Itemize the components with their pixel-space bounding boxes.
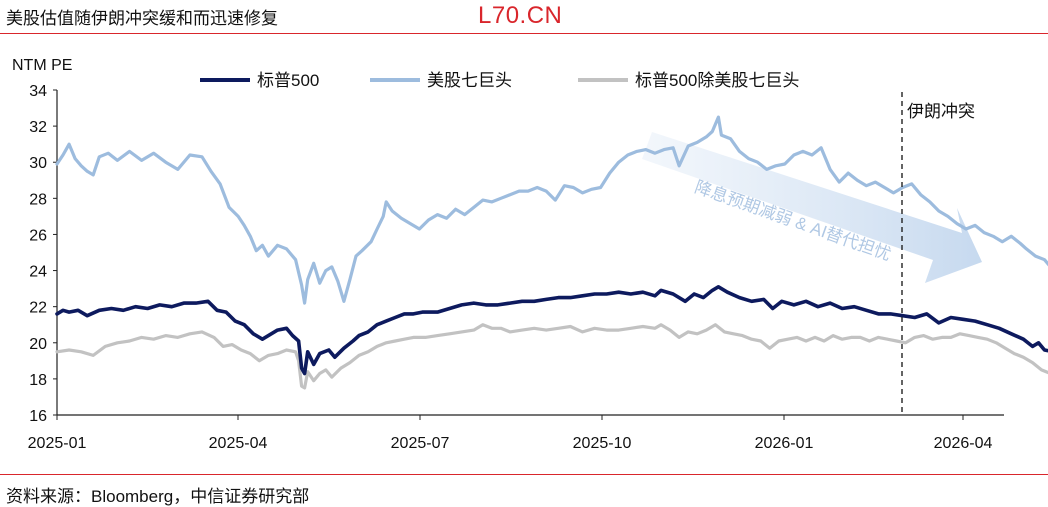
y-tick-label: 26 bbox=[29, 227, 47, 244]
watermark-text: L70.CN bbox=[478, 2, 563, 29]
x-tick-label: 2025-01 bbox=[28, 435, 87, 452]
y-tick-label: 34 bbox=[29, 83, 47, 100]
x-tick-label: 2025-10 bbox=[573, 435, 632, 452]
legend-label-1: 美股七巨头 bbox=[427, 71, 512, 90]
series-line-0 bbox=[55, 285, 1048, 376]
series-layer bbox=[55, 115, 1048, 390]
y-tick-label: 20 bbox=[29, 336, 47, 353]
x-tick-label: 2026-01 bbox=[755, 435, 814, 452]
event-line-layer: 伊朗冲突 bbox=[901, 92, 975, 415]
legend-label-2: 标普500除美股七巨头 bbox=[635, 71, 799, 90]
legend-label-0: 标普500 bbox=[257, 71, 319, 90]
y-tick-label: 32 bbox=[29, 119, 47, 136]
x-tick-label: 2025-07 bbox=[391, 435, 450, 452]
y-axis-title: NTM PE bbox=[12, 57, 72, 74]
x-tick-label: 2025-04 bbox=[209, 435, 268, 452]
x-tick-label: 2026-04 bbox=[934, 435, 993, 452]
y-tick-label: 22 bbox=[29, 300, 47, 317]
y-tick-label: 24 bbox=[29, 264, 47, 281]
legend: 标普500 美股七巨头 标普500除美股七巨头 bbox=[200, 71, 799, 90]
y-tick-label: 28 bbox=[29, 191, 47, 208]
chart-title: 美股估值随伊朗冲突缓和而迅速修复 bbox=[6, 9, 278, 28]
series-line-2 bbox=[55, 323, 1048, 390]
series-line-1 bbox=[55, 115, 1048, 305]
y-tick-label: 16 bbox=[29, 408, 47, 425]
bottom-divider bbox=[0, 474, 1048, 475]
event-line-label: 伊朗冲突 bbox=[907, 102, 975, 121]
y-tick-label: 30 bbox=[29, 155, 47, 172]
axes: 16 18 20 22 24 26 28 30 32 34 2025-01 2025-04 2025-0… bbox=[28, 83, 1004, 452]
top-divider bbox=[0, 33, 1048, 34]
source-note: 资料来源：Bloomberg，中信证券研究部 bbox=[6, 487, 310, 506]
y-tick-label: 18 bbox=[29, 372, 47, 389]
